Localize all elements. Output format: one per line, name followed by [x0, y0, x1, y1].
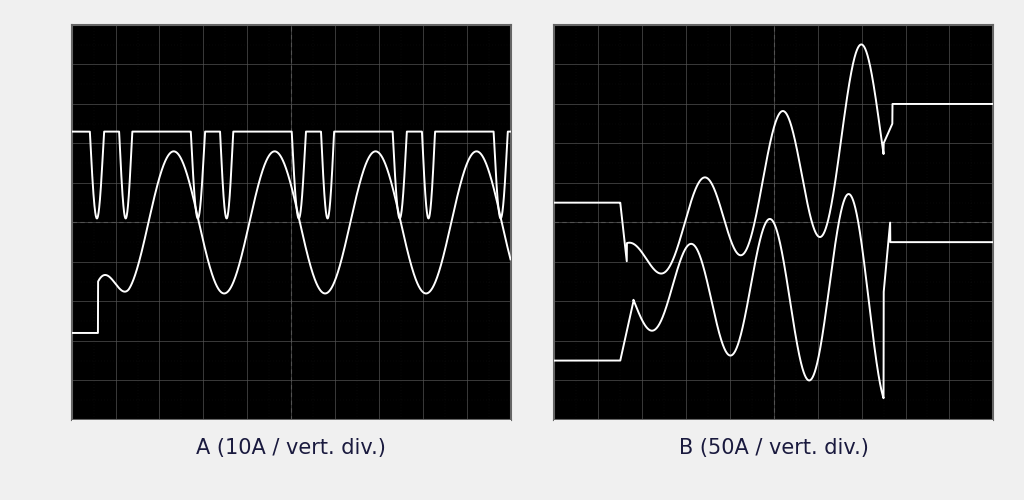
Text: B (50A / vert. div.): B (50A / vert. div.)	[679, 438, 868, 458]
Text: A (10A / vert. div.): A (10A / vert. div.)	[197, 438, 386, 458]
